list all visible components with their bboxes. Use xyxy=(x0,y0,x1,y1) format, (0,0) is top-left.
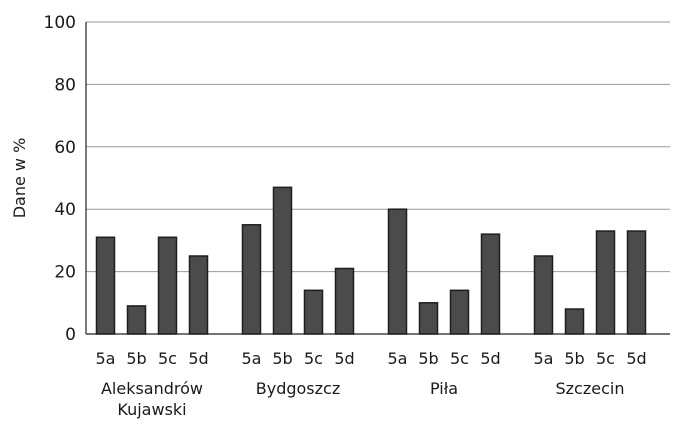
y-axis-label: Dane w % xyxy=(10,138,29,219)
group-label: Aleksandrów xyxy=(101,379,203,398)
x-tick-label: 5c xyxy=(158,349,177,368)
x-tick-label: 5c xyxy=(596,349,615,368)
x-tick-label: 5c xyxy=(450,349,469,368)
x-tick-label: 5b xyxy=(126,349,146,368)
x-tick-label: 5a xyxy=(388,349,408,368)
x-axis-group-labels: Aleksandrów Kujawski Bydgoszcz Piła Szczecin xyxy=(101,379,625,419)
y-tick-label: 60 xyxy=(54,138,76,158)
bar-5b xyxy=(418,302,439,335)
group-label: Piła xyxy=(430,379,458,398)
bar-5a xyxy=(241,224,262,335)
x-tick-label: 5b xyxy=(418,349,438,368)
y-axis-ticks: 0 20 40 60 80 100 xyxy=(44,13,76,345)
bar-5d xyxy=(480,233,501,335)
bar-5a xyxy=(95,236,116,335)
bar-5d xyxy=(334,267,355,335)
y-tick-label: 80 xyxy=(54,75,76,95)
bar-5c xyxy=(157,236,178,335)
bar-5a xyxy=(387,208,408,335)
gridlines xyxy=(86,21,670,273)
x-axis-category-labels: 5a 5b 5c 5d 5a 5b 5c 5d 5a 5b 5c 5d 5a 5b 5c 5d xyxy=(96,349,647,368)
x-tick-label: 5d xyxy=(626,349,646,368)
x-tick-label: 5a xyxy=(96,349,116,368)
bar-5c xyxy=(595,230,616,335)
x-tick-label: 5d xyxy=(334,349,354,368)
bar-5b xyxy=(564,308,585,335)
bar-5b xyxy=(272,186,293,335)
bar-5a xyxy=(533,255,554,335)
x-tick-label: 5d xyxy=(480,349,500,368)
y-tick-label: 100 xyxy=(44,13,76,33)
x-tick-label: 5b xyxy=(564,349,584,368)
y-tick-label: 40 xyxy=(54,200,76,220)
x-tick-label: 5b xyxy=(272,349,292,368)
bar-5c xyxy=(303,289,324,335)
y-tick-label: 20 xyxy=(54,263,76,283)
x-tick-label: 5d xyxy=(188,349,208,368)
x-tick-label: 5a xyxy=(534,349,554,368)
bar-5d xyxy=(188,255,209,335)
x-tick-label: 5a xyxy=(242,349,262,368)
x-tick-label: 5c xyxy=(304,349,323,368)
group-label: Szczecin xyxy=(556,379,625,398)
group-label: Bydgoszcz xyxy=(256,379,340,398)
group-label: Kujawski xyxy=(117,400,186,419)
bar-5d xyxy=(626,230,647,335)
bar-5b xyxy=(126,305,147,335)
bar-5c xyxy=(449,289,470,335)
y-tick-label: 0 xyxy=(65,325,76,345)
